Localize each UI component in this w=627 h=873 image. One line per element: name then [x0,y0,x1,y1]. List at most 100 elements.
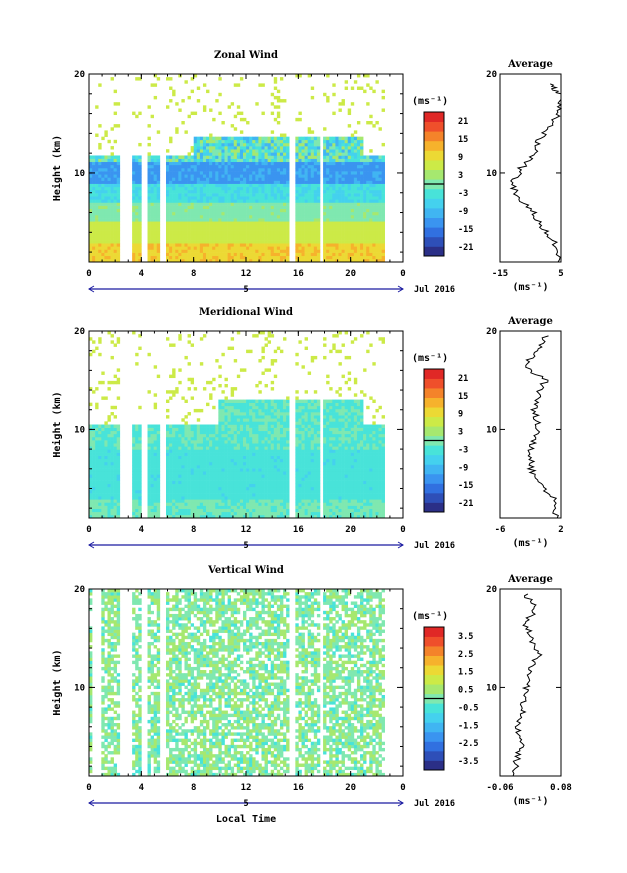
heatmap-cell [95,471,99,475]
heatmap-cell [344,171,349,175]
heatmap-cell [181,433,185,438]
heatmap-cell [221,168,225,172]
heatmap-cell [255,258,259,263]
heatmap-cell [310,146,315,150]
heatmap-cell [221,390,225,394]
heatmap-cell [193,221,198,225]
heatmap-cell [350,243,355,247]
heatmap-cell [350,215,355,219]
heatmap-cell [353,174,358,178]
heatmap-cell [366,246,370,250]
x-tick-label: 12 [241,269,252,279]
heatmap-cell [110,208,114,213]
heatmap-cell [338,199,342,203]
heatmap-cell [92,489,96,494]
heatmap-cell [316,174,321,178]
heatmap-cell [236,202,241,206]
heatmap-cell [227,402,231,407]
heatmap-cell [246,243,250,247]
heatmap-cell [181,246,185,250]
heatmap-cell [153,452,158,456]
heatmap-cell [202,249,207,253]
heatmap-cell [175,514,179,519]
heatmap-cell [310,236,315,241]
heatmap-cell [98,240,102,244]
heatmap-cell [135,202,139,206]
heatmap-cell [261,199,265,203]
heatmap-cell [252,155,256,159]
heatmap-cell [360,168,364,172]
heatmap-cell [212,230,216,235]
heatmap-cell [218,502,222,506]
heatmap-cell [212,208,216,213]
heatmap-cell [233,211,238,216]
heatmap-cell [209,430,213,435]
heatmap-cell [209,208,213,213]
heatmap-cell [353,224,358,228]
heatmap-cell [283,155,287,159]
heatmap-cell [230,155,235,159]
heatmap-cell [316,199,321,203]
heatmap-cell [323,180,327,184]
heatmap-cell [187,474,191,478]
heatmap-cell [196,174,201,178]
heatmap-cell [224,142,228,147]
heatmap-cell [153,74,158,78]
heatmap-cell [313,227,318,231]
heatmap-cell [89,433,93,438]
heatmap-cell [193,164,198,169]
heatmap-cell [273,186,278,191]
heatmap-cell [338,168,342,172]
heatmap-cell [283,255,287,260]
heatmap-cell [378,218,382,222]
heatmap-cell [196,514,201,519]
heatmap-cell [332,136,336,141]
heatmap-cell [169,443,173,447]
heatmap-cell [353,215,358,219]
heatmap-cell [230,252,235,257]
heatmap-cell [304,215,308,219]
heatmap-cell [233,508,238,513]
heatmap-cell [153,514,158,519]
heatmap-cell [138,111,142,116]
heatmap-cell [156,155,161,159]
heatmap-cell [310,161,315,166]
heatmap-cell [326,177,330,181]
heatmap-cell [224,158,228,163]
heatmap-cell [138,514,142,519]
heatmap-cell [193,171,198,175]
heatmap-cell [276,227,281,231]
heatmap-cell [138,486,142,491]
heatmap-cell [298,177,302,181]
heatmap-cell [190,496,195,500]
heatmap-cell [184,477,188,481]
heatmap-cell [193,174,198,178]
heatmap-cell [132,230,136,235]
heatmap-cell [267,183,272,188]
heatmap-cell [92,430,96,435]
heatmap-cell [326,161,330,166]
heatmap-cell [295,255,299,260]
heatmap-cell [347,180,352,184]
heatmap-cell [341,218,345,222]
heatmap-cell [95,133,99,137]
heatmap-cell [110,334,114,338]
heatmap-cell [153,205,158,210]
heatmap-cell [304,142,308,147]
heatmap-cell [181,396,185,400]
heatmap-cell [104,215,108,219]
heatmap-cell [199,161,204,166]
heatmap-cell [199,236,204,241]
heatmap-cell [313,255,318,260]
heatmap-cell [113,158,118,163]
heatmap-cell [360,155,364,159]
heatmap-cell [310,202,315,206]
heatmap-cell [230,402,235,407]
heatmap-cell [202,230,207,235]
heatmap-cell [236,449,241,453]
heatmap-cell [116,164,121,169]
heatmap-cell [329,146,333,150]
heatmap-cell [344,211,349,216]
heatmap-cell [135,224,139,228]
heatmap-cell [236,111,241,116]
